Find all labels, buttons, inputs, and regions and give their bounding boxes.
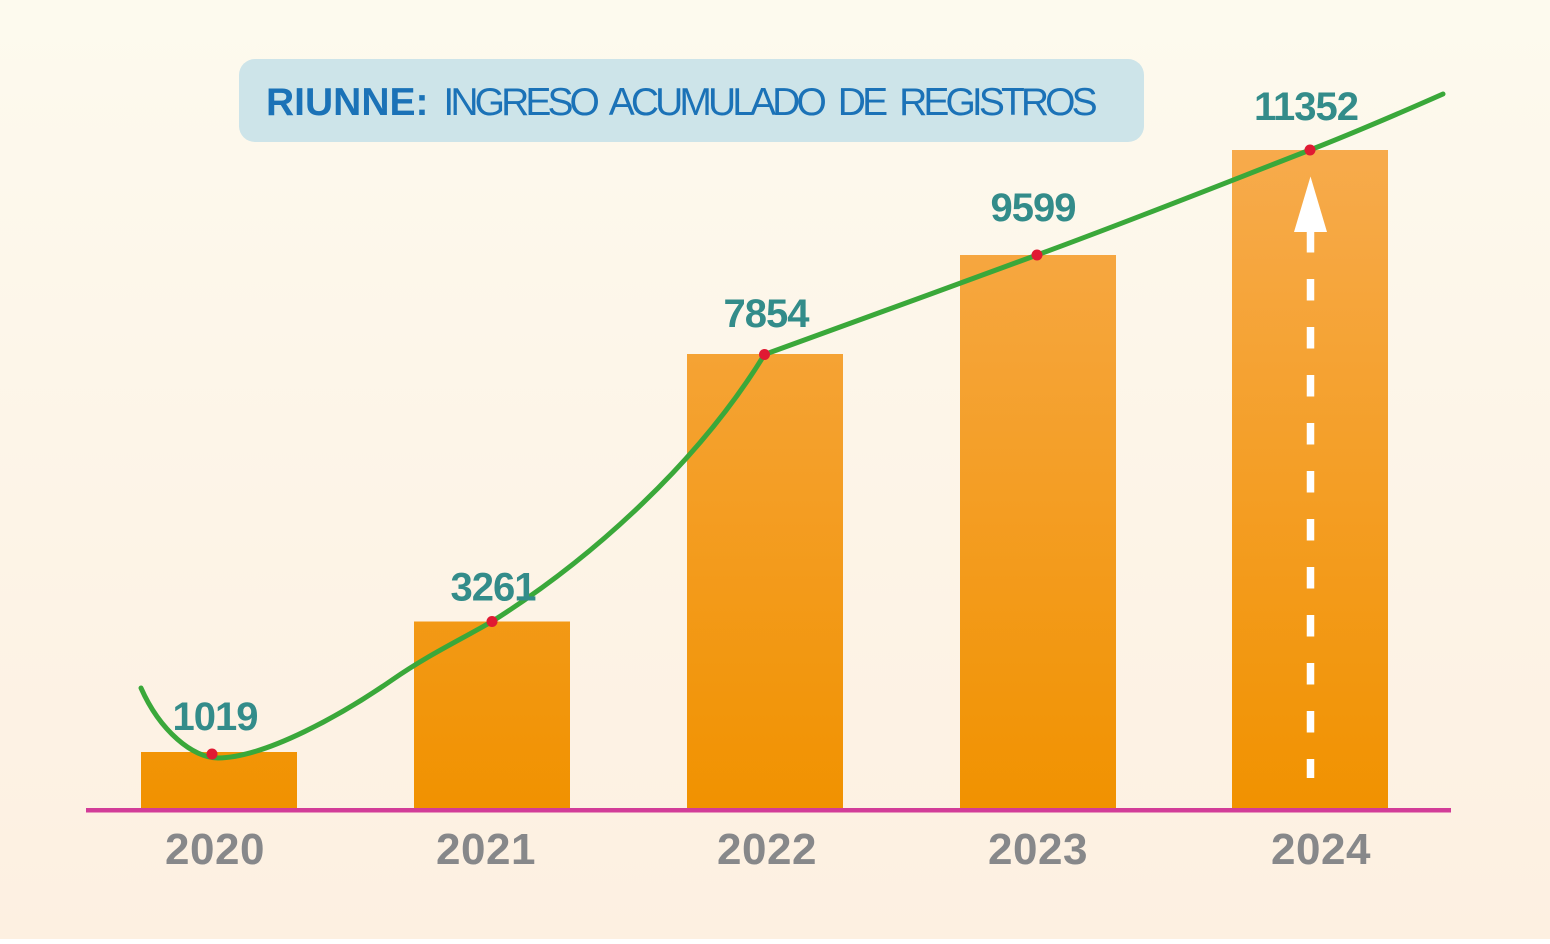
svg-text:3261: 3261 [451, 566, 537, 610]
svg-text:7854: 7854 [724, 292, 811, 336]
svg-text:2020: 2020 [165, 825, 265, 874]
svg-text:2021: 2021 [436, 825, 536, 874]
svg-text:RIUNNE: INGRESO ACUMULADO DE R: RIUNNE: INGRESO ACUMULADO DE REGISTROS [266, 81, 1097, 124]
svg-text:2024: 2024 [1271, 825, 1371, 874]
svg-text:9599: 9599 [991, 186, 1076, 230]
svg-text:11352: 11352 [1254, 85, 1358, 129]
svg-text:1019: 1019 [173, 695, 258, 739]
svg-text:2023: 2023 [988, 825, 1088, 874]
svg-text:2022: 2022 [717, 825, 817, 874]
